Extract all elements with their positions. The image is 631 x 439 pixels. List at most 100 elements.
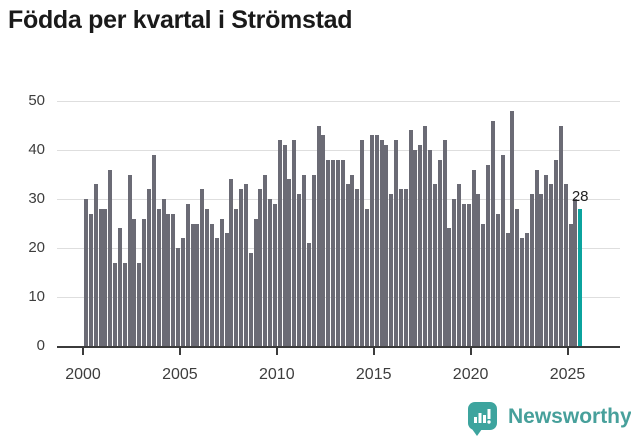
- x-axis-tick-label: 2010: [259, 366, 295, 383]
- bar: [534, 169, 539, 346]
- bar: [282, 145, 287, 346]
- bar: [176, 248, 181, 346]
- bar: [253, 218, 258, 346]
- bar: [558, 125, 563, 346]
- bar: [234, 208, 239, 346]
- bar: [427, 150, 432, 346]
- bar: [481, 223, 486, 346]
- bar: [490, 120, 495, 346]
- bar: [437, 159, 442, 346]
- bar: [360, 140, 365, 346]
- bar: [171, 213, 176, 346]
- x-axis-tick: [566, 348, 569, 355]
- bar: [243, 184, 248, 346]
- bar: [306, 243, 311, 346]
- bar: [568, 223, 573, 346]
- bar: [345, 184, 350, 346]
- bar: [418, 145, 423, 346]
- bar: [529, 194, 534, 346]
- bar: [190, 223, 195, 346]
- bar: [239, 189, 244, 346]
- bar: [84, 199, 88, 346]
- bar: [413, 150, 418, 346]
- bar: [384, 145, 389, 346]
- bar: [369, 135, 374, 346]
- x-axis-tick-label: 2020: [452, 366, 489, 383]
- bar: [321, 135, 326, 346]
- x-axis-tick-label: 2000: [65, 366, 101, 383]
- bar: [350, 174, 355, 346]
- bar: [331, 159, 336, 346]
- bar: [573, 199, 578, 346]
- x-axis-tick: [178, 348, 181, 355]
- bar: [98, 208, 103, 346]
- bar: [214, 238, 219, 346]
- bar: [457, 184, 462, 346]
- bar: [442, 140, 447, 346]
- y-axis-tick-label: 50: [28, 92, 45, 109]
- bar: [127, 174, 132, 346]
- bar: [180, 238, 185, 346]
- speech-bubble-tail: [472, 429, 482, 436]
- x-axis-tick-label: 2005: [162, 366, 198, 383]
- bar: [461, 203, 466, 346]
- bar: [340, 159, 345, 346]
- bar: [432, 184, 437, 346]
- bar: [277, 140, 282, 346]
- highlighted-bar: [578, 208, 583, 346]
- bar: [549, 184, 554, 346]
- bar: [335, 159, 340, 346]
- bar: [563, 184, 568, 346]
- y-axis-tick-label: 40: [28, 141, 45, 158]
- bar: [544, 174, 549, 346]
- bar: [117, 228, 122, 346]
- bar: [146, 189, 151, 346]
- x-axis-tick: [469, 348, 472, 355]
- bar: [113, 262, 118, 346]
- bar: [466, 203, 471, 346]
- bar: [137, 262, 142, 346]
- bar: [495, 213, 500, 346]
- bar: [142, 218, 147, 346]
- x-axis-tick-label: 2015: [355, 366, 392, 383]
- brand-name: Newsworthy: [508, 405, 631, 428]
- bar: [156, 208, 161, 346]
- x-axis-tick: [82, 348, 84, 355]
- gridline: [57, 150, 620, 151]
- bar: [185, 203, 190, 346]
- bar: [447, 228, 452, 346]
- mini-bar-chart-icon: [474, 409, 491, 424]
- y-axis-tick-label: 30: [28, 190, 45, 207]
- bar: [229, 179, 234, 346]
- bar: [374, 135, 379, 346]
- y-axis-tick-label: 0: [36, 337, 45, 354]
- chart-title: Födda per kvartal i Strömstad: [8, 6, 353, 34]
- bar: [510, 110, 515, 346]
- bar: [287, 179, 292, 346]
- bar: [520, 238, 525, 346]
- bar: [539, 194, 544, 346]
- bar: [209, 223, 214, 346]
- bar: [423, 125, 428, 346]
- bar: [476, 194, 481, 346]
- bar: [268, 199, 273, 346]
- bar: [389, 194, 394, 346]
- bar: [108, 169, 113, 346]
- bar: [316, 125, 321, 346]
- bar: [200, 189, 205, 346]
- bar: [505, 233, 510, 346]
- bar: [161, 199, 166, 346]
- bar: [224, 233, 229, 346]
- bar: [524, 233, 529, 346]
- y-axis-tick-label: 20: [28, 239, 45, 256]
- newsworthy-logo: Newsworthy: [468, 402, 631, 436]
- bar: [263, 174, 268, 346]
- bar: [205, 208, 210, 346]
- x-axis-tick: [275, 348, 278, 355]
- bar: [219, 218, 224, 346]
- x-axis-tick: [372, 348, 375, 355]
- bar: [553, 159, 558, 346]
- x-axis-tick-label: 2025: [549, 366, 586, 383]
- bar: [452, 199, 457, 346]
